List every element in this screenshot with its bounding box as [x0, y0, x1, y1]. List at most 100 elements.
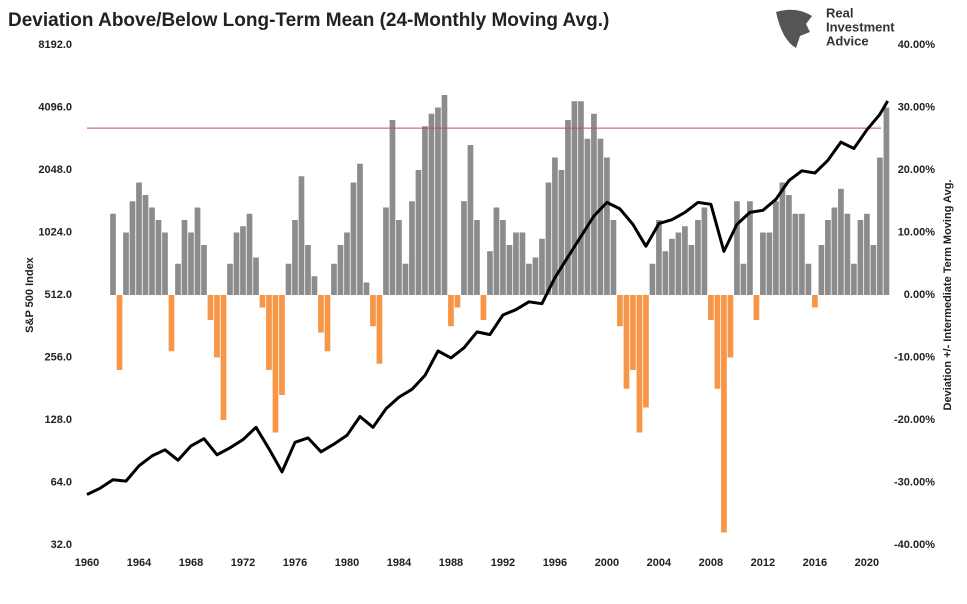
deviation-bar — [467, 145, 474, 295]
deviation-bar — [220, 295, 227, 420]
x-tick-label: 1972 — [231, 557, 255, 569]
deviation-bar — [643, 295, 649, 408]
deviation-bar — [734, 201, 740, 295]
deviation-bar — [825, 220, 831, 295]
deviation-bar — [883, 107, 890, 295]
deviation-bar — [779, 182, 786, 295]
y-tick-label: 64.0 — [51, 476, 72, 488]
deviation-bar — [500, 220, 506, 295]
deviation-bar — [786, 195, 792, 295]
deviation-bar — [259, 295, 266, 308]
deviation-bar — [532, 257, 539, 295]
deviation-bar — [448, 295, 454, 327]
deviation-bar — [740, 263, 747, 295]
deviation-bar — [292, 220, 298, 295]
deviation-bar — [838, 188, 844, 295]
deviation-bar — [357, 163, 363, 295]
y-tick-label: 4096.0 — [38, 101, 72, 113]
deviation-bar — [513, 232, 519, 295]
deviation-bar — [864, 213, 870, 295]
deviation-bar — [526, 263, 532, 295]
deviation-bar — [370, 295, 376, 327]
deviation-bar — [129, 201, 136, 295]
deviation-bar — [337, 245, 344, 295]
deviation-bar — [272, 295, 279, 433]
deviation-bar — [701, 207, 708, 295]
logo-icon — [776, 9, 812, 48]
deviation-bar — [610, 220, 617, 295]
x-tick-label: 2004 — [647, 557, 672, 569]
deviation-bar — [136, 182, 142, 295]
deviation-bar — [636, 295, 643, 433]
x-tick-label: 1980 — [335, 557, 359, 569]
deviation-bar — [201, 245, 207, 295]
x-tick-label: 1988 — [439, 557, 463, 569]
y-tick-label: 8192.0 — [38, 39, 72, 51]
logo-text: Investment — [826, 19, 895, 34]
deviation-bar — [194, 207, 201, 295]
deviation-bar — [760, 232, 766, 295]
y-tick-label: 32.0 — [51, 539, 72, 551]
deviation-bar — [591, 113, 597, 295]
deviation-bar — [675, 232, 682, 295]
deviation-bar — [721, 295, 727, 533]
x-tick-label: 1964 — [127, 557, 152, 569]
y-tick-label: 256.0 — [44, 351, 72, 363]
deviation-bar — [519, 232, 526, 295]
deviation-bar — [773, 201, 779, 295]
deviation-bar — [753, 295, 760, 320]
y-tick-label: 1024.0 — [38, 226, 72, 238]
deviation-bar — [318, 295, 324, 333]
y2-tick-label: -30.00% — [894, 476, 935, 488]
deviation-bar — [851, 263, 857, 295]
deviation-bar — [123, 232, 129, 295]
y2-tick-label: -10.00% — [894, 351, 935, 363]
deviation-bar — [240, 226, 246, 295]
deviation-bar — [155, 220, 162, 295]
deviation-bar — [812, 295, 818, 308]
deviation-bar — [344, 232, 350, 295]
deviation-bar — [604, 157, 610, 295]
deviation-bar — [428, 113, 435, 295]
deviation-bar — [799, 213, 805, 295]
x-tick-label: 1960 — [75, 557, 99, 569]
deviation-bar — [168, 295, 175, 352]
deviation-bar — [506, 245, 513, 295]
deviation-bar — [649, 263, 656, 295]
deviation-bar — [474, 220, 480, 295]
deviation-bar — [493, 207, 500, 295]
deviation-bar — [805, 263, 812, 295]
deviation-bar — [682, 226, 688, 295]
y-tick-label: 128.0 — [44, 414, 72, 426]
y-tick-label: 512.0 — [44, 289, 72, 301]
x-tick-label: 2020 — [855, 557, 879, 569]
deviation-bar — [175, 263, 181, 295]
y-tick-label: 2048.0 — [38, 164, 72, 176]
deviation-bar — [688, 245, 695, 295]
y2-tick-label: 20.00% — [898, 164, 936, 176]
deviation-bar — [617, 295, 623, 327]
deviation-bar — [558, 170, 565, 295]
deviation-bar — [662, 251, 669, 295]
logo-text: Real — [826, 5, 853, 20]
deviation-bar — [818, 245, 825, 295]
y2-tick-label: 0.00% — [904, 289, 935, 301]
deviation-bar — [363, 282, 370, 295]
deviation-bar — [422, 126, 428, 295]
deviation-bar — [214, 295, 220, 358]
deviation-bar — [142, 195, 149, 295]
y2-tick-label: 30.00% — [898, 101, 936, 113]
logo: Real Investment Advice — [776, 5, 895, 48]
deviation-bar — [415, 170, 422, 295]
deviation-bar — [747, 201, 753, 295]
deviation-bar — [454, 295, 461, 308]
deviation-bar — [870, 245, 877, 295]
deviation-bar — [669, 238, 675, 295]
deviation-bar — [461, 201, 467, 295]
y2-tick-label: 40.00% — [898, 39, 936, 51]
deviation-bar — [409, 201, 415, 295]
deviation-bar — [435, 107, 441, 295]
deviation-bar — [623, 295, 630, 389]
y-axis-label: S&P 500 Index — [24, 256, 36, 332]
